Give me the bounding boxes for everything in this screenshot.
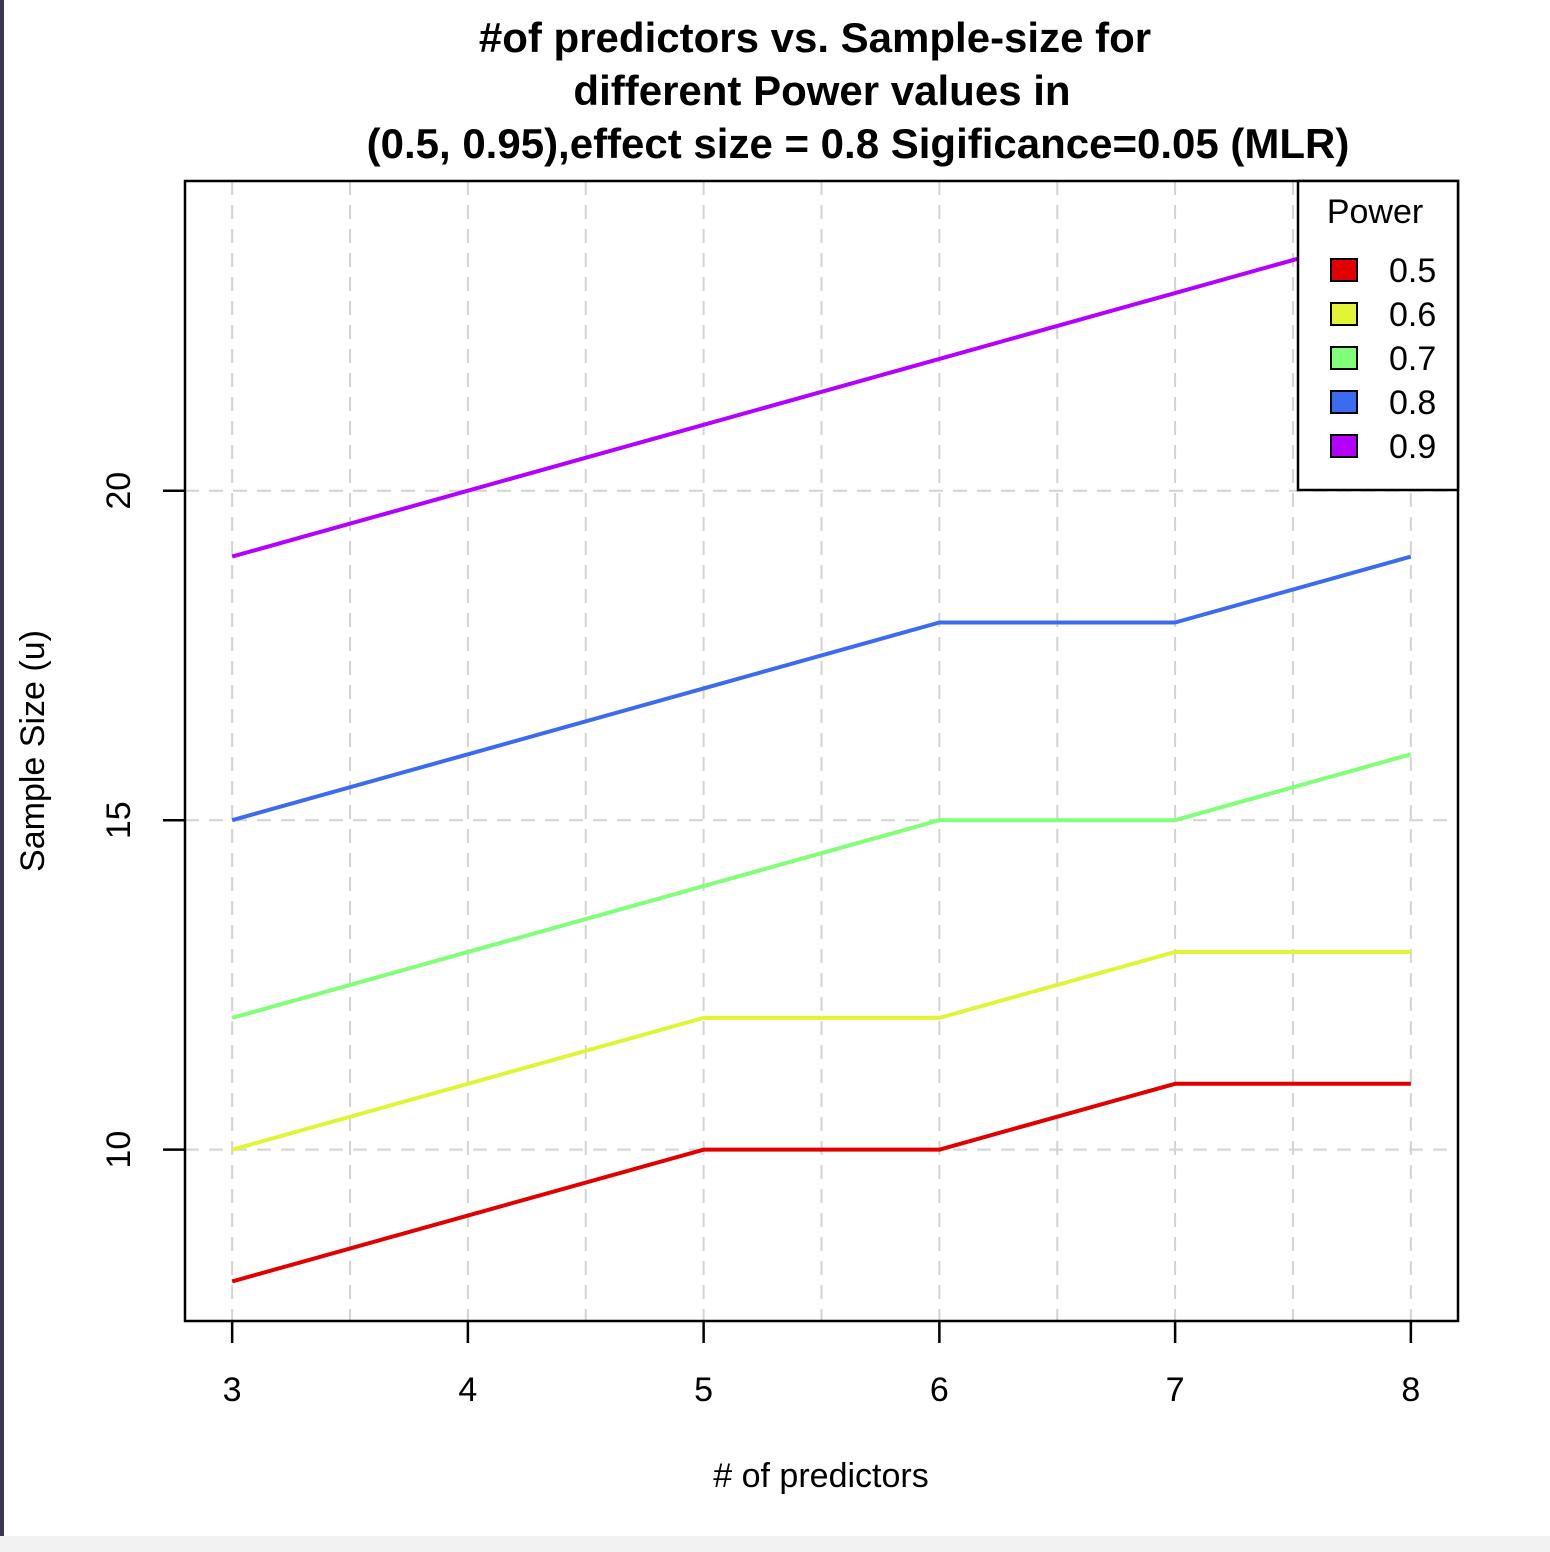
legend-swatch-0.5 <box>1330 258 1358 282</box>
y-tick-label: 20 <box>100 472 138 510</box>
y-tick-label: 10 <box>100 1131 138 1169</box>
series-line-0.5 <box>231 1081 1411 1284</box>
x-tick-label: 3 <box>223 1371 242 1409</box>
legend-box <box>1296 179 1460 492</box>
series-line-0.9 <box>231 225 1412 559</box>
x-tick-label: 5 <box>694 1371 713 1409</box>
x-tick-label: 8 <box>1401 1371 1420 1409</box>
legend-swatch-0.6 <box>1330 302 1358 326</box>
x-axis-label: # of predictors <box>713 1457 928 1495</box>
legend-swatch-0.8 <box>1330 390 1358 414</box>
series-line-0.7 <box>231 752 1412 1020</box>
x-tick-label: 6 <box>930 1371 949 1409</box>
legend-label-0.9: 0.9 <box>1389 428 1436 466</box>
x-axis: 3 4 5 6 7 8 <box>223 1321 1420 1409</box>
legend-label-0.6: 0.6 <box>1389 296 1436 334</box>
window-frame-bottom <box>0 1536 1550 1552</box>
y-axis: 10 15 20 <box>100 472 185 1169</box>
plot-frame <box>183 179 1460 1323</box>
x-tick-label: 4 <box>458 1371 477 1409</box>
series-lines <box>231 225 1412 1284</box>
chart-title-line-2: different Power values in <box>573 67 1070 114</box>
legend-swatch-0.7 <box>1330 346 1358 370</box>
chart-title-line-1: #of predictors vs. Sample-size for <box>479 14 1151 61</box>
series-line-0.8 <box>231 554 1412 823</box>
x-tick-label: 7 <box>1166 1371 1185 1409</box>
series-line-0.6 <box>231 949 1411 1152</box>
y-tick-label: 15 <box>100 801 138 839</box>
legend-swatch-0.9 <box>1330 434 1358 458</box>
grid <box>185 181 1458 1321</box>
legend-label-0.8: 0.8 <box>1389 384 1436 422</box>
legend-title: Power <box>1327 193 1423 231</box>
legend-label-0.7: 0.7 <box>1389 340 1436 378</box>
chart-title-line-3: (0.5, 0.95),effect size = 0.8 Sigificanc… <box>367 120 1350 167</box>
legend-label-0.5: 0.5 <box>1389 252 1436 290</box>
window-frame-left <box>0 0 4 1552</box>
y-axis-label: Sample Size (u) <box>14 630 52 872</box>
chart-title: #of predictors vs. Sample-size for diffe… <box>367 14 1350 167</box>
legend: Power 0.5 0.6 0.7 0.8 0.9 <box>1296 179 1460 492</box>
